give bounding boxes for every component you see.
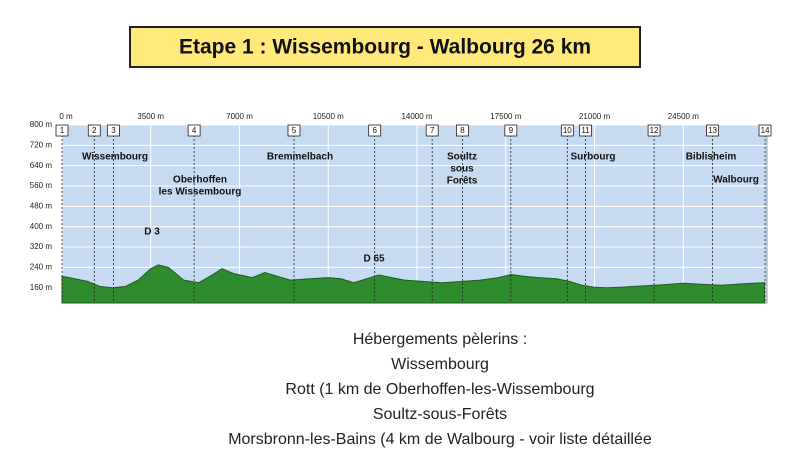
waypoint-label: 5 xyxy=(292,126,297,135)
place-label: D 3 xyxy=(144,227,160,238)
place-label: Biblisheim xyxy=(686,152,737,163)
waypoint-box xyxy=(758,124,772,137)
waypoint-label: 7 xyxy=(430,126,435,135)
y-tick-label: 320 m xyxy=(30,242,53,251)
place-label: D 65 xyxy=(363,254,385,265)
waypoint-label: 12 xyxy=(650,126,659,135)
place-label: Forêts xyxy=(447,176,478,187)
waypoint-label: 11 xyxy=(581,126,590,135)
x-tick-label: 14000 m xyxy=(401,112,432,121)
note-line: Soultz-sous-Forêts xyxy=(373,406,507,423)
waypoint-box xyxy=(368,124,382,137)
x-tick-label: 7000 m xyxy=(226,112,253,121)
place-label: Bremmelbach xyxy=(267,152,333,163)
waypoint-label: 1 xyxy=(60,126,65,135)
waypoint-label: 10 xyxy=(563,126,572,135)
waypoint-label: 3 xyxy=(111,126,116,135)
y-tick-label: 400 m xyxy=(30,222,53,231)
note-heading: Hébergements pèlerins : xyxy=(353,331,527,348)
y-tick-label: 640 m xyxy=(30,161,53,170)
waypoint-label: 4 xyxy=(192,126,197,135)
place-label: les Wissembourg xyxy=(159,187,242,198)
y-tick-label: 560 m xyxy=(30,181,53,190)
x-tick-label: 0 m xyxy=(59,112,73,121)
place-label: Walbourg xyxy=(713,175,759,186)
y-tick-label: 240 m xyxy=(30,263,53,272)
waypoint-box xyxy=(425,124,439,137)
waypoint-box xyxy=(187,124,201,137)
waypoint-box xyxy=(560,124,574,137)
waypoint-box xyxy=(504,124,518,137)
elevation-area xyxy=(61,264,765,304)
plot-background xyxy=(61,124,768,304)
y-tick-label: 160 m xyxy=(30,283,53,292)
waypoint-box xyxy=(55,124,69,137)
x-tick-label: 10500 m xyxy=(313,112,344,121)
note-line: Wissembourg xyxy=(391,356,489,373)
note-line: Morsbronn-les-Bains (4 km de Walbourg - … xyxy=(228,431,652,448)
x-tick-label: 17500 m xyxy=(490,112,521,121)
waypoint-label: 8 xyxy=(460,126,465,135)
waypoint-label: 9 xyxy=(509,126,514,135)
title-box xyxy=(129,26,641,68)
waypoint-label: 6 xyxy=(372,126,377,135)
y-tick-label: 480 m xyxy=(30,201,53,210)
place-label: Surbourg xyxy=(571,152,616,163)
waypoint-box xyxy=(107,124,120,137)
note-line: Rott (1 km de Oberhoffen-les-Wissembourg xyxy=(285,381,594,398)
waypoint-box xyxy=(706,124,719,137)
waypoint-box xyxy=(647,124,661,137)
waypoint-box xyxy=(579,124,592,137)
x-tick-label: 3500 m xyxy=(137,112,164,121)
waypoint-box xyxy=(87,124,101,137)
place-label: Wissembourg xyxy=(82,152,148,163)
place-label: Oberhoffen xyxy=(173,175,227,186)
y-tick-label: 720 m xyxy=(30,140,53,149)
waypoint-label: 13 xyxy=(708,126,717,135)
x-tick-label: 24500 m xyxy=(668,112,699,121)
waypoint-label: 14 xyxy=(761,126,770,135)
waypoint-label: 2 xyxy=(92,126,97,135)
waypoint-box xyxy=(456,124,469,137)
x-tick-label: 21000 m xyxy=(579,112,610,121)
chart-title: Etape 1 : Wissembourg - Walbourg 26 km xyxy=(179,36,591,59)
waypoint-box xyxy=(287,124,301,137)
place-label: Soultz xyxy=(447,152,477,163)
place-label: sous xyxy=(450,164,474,175)
y-tick-label: 800 m xyxy=(30,120,53,129)
